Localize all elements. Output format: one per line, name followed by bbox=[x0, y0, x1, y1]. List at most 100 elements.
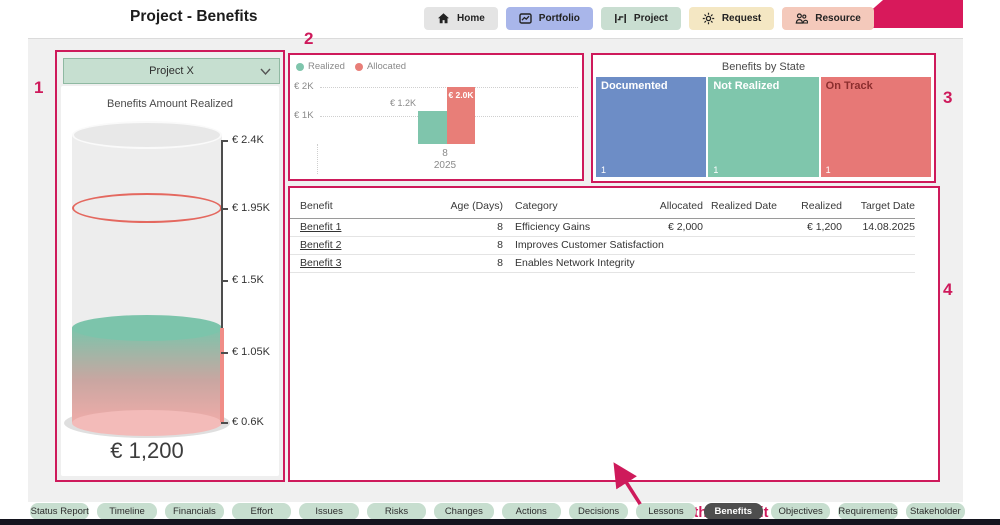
cell-target-date bbox=[842, 254, 915, 273]
tab-status-report[interactable]: Status Report bbox=[30, 503, 90, 520]
tile-value: 1 bbox=[713, 165, 719, 175]
chevron-down-icon bbox=[260, 68, 271, 76]
cell-allocated: € 2,000 bbox=[633, 218, 703, 237]
nav-request-label: Request bbox=[721, 13, 762, 24]
tab-lessons[interactable]: Lessons bbox=[636, 503, 696, 520]
annotation-number-1: 1 bbox=[34, 78, 44, 97]
tab-decisions[interactable]: Decisions bbox=[568, 503, 629, 520]
cell-realized bbox=[777, 236, 842, 255]
column-header-age[interactable]: Age (Days) bbox=[440, 194, 503, 219]
x-axis-label-month: 8 bbox=[442, 148, 448, 159]
cell-category: Efficiency Gains bbox=[503, 218, 633, 237]
project-icon bbox=[614, 14, 626, 23]
benefits-table: Benefit Age (Days) Category Allocated Re… bbox=[290, 194, 915, 273]
project-filter-dropdown[interactable]: Project X bbox=[63, 58, 280, 84]
tile-value: 1 bbox=[601, 165, 607, 175]
column-header-allocated[interactable]: Allocated bbox=[633, 194, 703, 219]
cylinder-fill-bottom-ellipse bbox=[72, 410, 222, 436]
table-row: Benefit 2 8 Improves Customer Satisfacti… bbox=[290, 236, 915, 255]
tab-objectives[interactable]: Objectives bbox=[770, 503, 831, 520]
panel-benefits-gauge: Project X Benefits Amount Realized € 2.4… bbox=[55, 50, 285, 482]
legend-label-allocated: Allocated bbox=[366, 61, 407, 72]
y-axis-tick-label: € 1K bbox=[294, 110, 314, 121]
gauge-target-marker bbox=[72, 193, 222, 223]
cell-realized-date bbox=[703, 236, 777, 255]
column-header-benefit[interactable]: Benefit bbox=[290, 194, 440, 219]
legend-item-realized[interactable]: Realized bbox=[296, 61, 345, 72]
nav-home-label: Home bbox=[457, 13, 485, 24]
column-header-realized-date[interactable]: Realized Date bbox=[703, 194, 777, 219]
gauge-tick bbox=[221, 352, 228, 354]
project-filter-value: Project X bbox=[149, 65, 194, 77]
tab-stakeholder[interactable]: Stakeholder bbox=[905, 503, 966, 520]
tab-timeline[interactable]: Timeline bbox=[97, 503, 157, 520]
bar-data-label-realized: € 1.2K bbox=[389, 98, 416, 108]
x-axis-label-year: 2025 bbox=[433, 160, 457, 171]
panel-benefits-by-state: Benefits by State Documented 1 Not Reali… bbox=[591, 53, 936, 183]
column-header-category[interactable]: Category bbox=[503, 194, 633, 219]
table-row: Benefit 3 8 Enables Network Integrity bbox=[290, 254, 915, 273]
bar-allocated[interactable] bbox=[447, 87, 475, 144]
home-icon bbox=[438, 13, 449, 24]
tile-label: On Track bbox=[825, 80, 873, 92]
legend-label-realized: Realized bbox=[308, 61, 345, 72]
panel-realized-allocated-chart: Realized Allocated € 2K € 1K € 1.2K € 2.… bbox=[288, 53, 584, 181]
table-row: Benefit 1 8 Efficiency Gains € 2,000 € 1… bbox=[290, 218, 915, 237]
gauge-tick-label: € 2.4K bbox=[232, 134, 264, 146]
column-header-target-date[interactable]: Target Date bbox=[842, 194, 915, 219]
cell-target-date: 14.08.2025 bbox=[842, 218, 915, 237]
cylinder-fill[interactable] bbox=[72, 328, 222, 423]
treemap-title: Benefits by State bbox=[721, 61, 806, 73]
nav-portfolio-button[interactable]: Portfolio bbox=[505, 7, 593, 30]
tab-effort[interactable]: Effort bbox=[232, 503, 292, 520]
gauge-value: € 1,200 bbox=[110, 438, 184, 463]
tab-risks[interactable]: Risks bbox=[366, 503, 427, 520]
gauge-tick-label: € 1.5K bbox=[232, 274, 264, 286]
nav-project-label: Project bbox=[633, 13, 668, 24]
tab-financials[interactable]: Financials bbox=[164, 503, 225, 520]
gauge-tick-label: € 1.05K bbox=[232, 346, 270, 358]
tab-changes[interactable]: Changes bbox=[434, 503, 494, 520]
gauge-card: Benefits Amount Realized € 2.4K € 1.95K … bbox=[61, 86, 279, 476]
benefit-3-link[interactable]: Benefit 3 bbox=[300, 257, 342, 269]
treemap-tile-not-realized[interactable]: Not Realized 1 bbox=[708, 77, 819, 177]
bar-realized[interactable] bbox=[418, 111, 447, 144]
cell-realized-date bbox=[703, 254, 777, 273]
chart-legend: Realized Allocated bbox=[296, 61, 406, 72]
gauge-tick-label: € 1.95K bbox=[232, 202, 270, 214]
treemap-tile-on-track[interactable]: On Track 1 bbox=[820, 77, 931, 177]
cell-allocated bbox=[633, 254, 703, 273]
nav-portfolio-label: Portfolio bbox=[538, 13, 580, 24]
nav-resource-button[interactable]: Resource bbox=[782, 7, 874, 30]
tab-actions[interactable]: Actions bbox=[501, 503, 561, 520]
legend-item-allocated[interactable]: Allocated bbox=[354, 61, 407, 72]
tab-issues[interactable]: Issues bbox=[299, 503, 359, 520]
legend-dot-realized bbox=[296, 62, 304, 71]
gauge-tick bbox=[221, 422, 228, 424]
legend-dot-allocated bbox=[354, 62, 363, 71]
tab-requirements[interactable]: Requirements bbox=[838, 503, 898, 520]
treemap-tile-documented[interactable]: Documented 1 bbox=[596, 77, 707, 177]
gauge-tick bbox=[221, 208, 228, 210]
gauge-axis-filled-segment bbox=[220, 328, 224, 422]
tile-label: Not Realized bbox=[713, 80, 780, 92]
bar-data-label-allocated: € 2.0K bbox=[448, 90, 474, 100]
cylinder-fill-top-ellipse bbox=[72, 315, 222, 341]
tile-label: Documented bbox=[601, 80, 668, 92]
gauge-title: Benefits Amount Realized bbox=[107, 98, 233, 110]
nav-home-button[interactable]: Home bbox=[424, 7, 498, 30]
nav-project-button[interactable]: Project bbox=[600, 7, 681, 30]
request-gear-icon bbox=[702, 12, 715, 25]
benefit-2-link[interactable]: Benefit 2 bbox=[300, 239, 342, 251]
annotation-number-2: 2 bbox=[304, 29, 314, 48]
nav-bar: Home Portfolio Project Request Resource bbox=[424, 7, 874, 30]
cell-age: 8 bbox=[440, 254, 503, 273]
y-axis-tick-label: € 2K bbox=[294, 81, 314, 92]
nav-request-button[interactable]: Request bbox=[688, 7, 775, 30]
tab-benefits[interactable]: Benefits bbox=[703, 503, 763, 520]
cell-age: 8 bbox=[440, 236, 503, 255]
column-header-realized[interactable]: Realized bbox=[777, 194, 842, 219]
treemap: Documented 1 Not Realized 1 On Track 1 bbox=[596, 77, 931, 177]
benefit-1-link[interactable]: Benefit 1 bbox=[300, 221, 342, 233]
